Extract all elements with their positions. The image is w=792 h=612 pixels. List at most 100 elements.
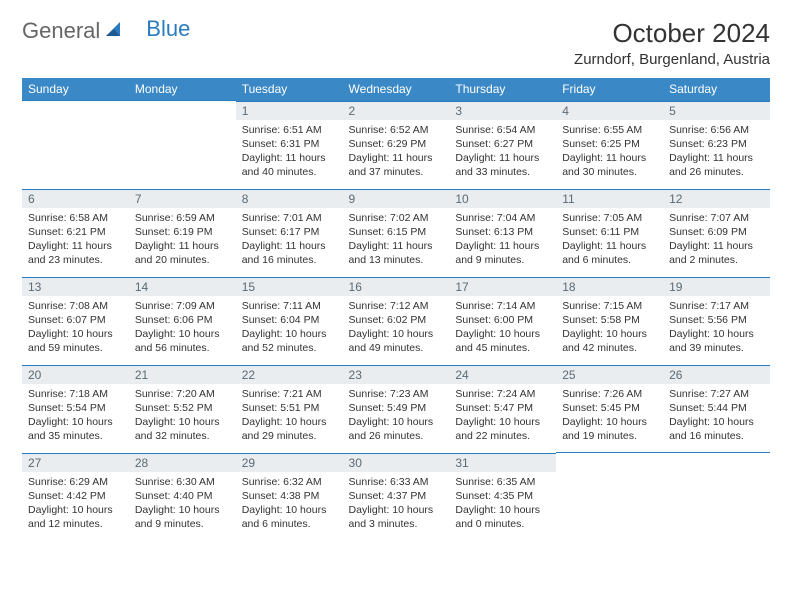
calendar-day-cell: 4Sunrise: 6:55 AMSunset: 6:25 PMDaylight… [556, 101, 663, 189]
day-details: Sunrise: 6:58 AMSunset: 6:21 PMDaylight:… [22, 208, 129, 274]
calendar-day-cell: 13Sunrise: 7:08 AMSunset: 6:07 PMDayligh… [22, 277, 129, 365]
calendar-day-cell: 18Sunrise: 7:15 AMSunset: 5:58 PMDayligh… [556, 277, 663, 365]
day-number: 17 [449, 277, 556, 296]
calendar-day-cell: 8Sunrise: 7:01 AMSunset: 6:17 PMDaylight… [236, 189, 343, 277]
calendar-day-cell: 19Sunrise: 7:17 AMSunset: 5:56 PMDayligh… [663, 277, 770, 365]
calendar-day-cell: 20Sunrise: 7:18 AMSunset: 5:54 PMDayligh… [22, 365, 129, 453]
weekday-header: Thursday [449, 78, 556, 101]
brand-logo: General Blue [22, 18, 190, 44]
day-details: Sunrise: 6:30 AMSunset: 4:40 PMDaylight:… [129, 472, 236, 538]
day-details: Sunrise: 7:24 AMSunset: 5:47 PMDaylight:… [449, 384, 556, 450]
day-number: 4 [556, 101, 663, 120]
day-number: 25 [556, 365, 663, 384]
weekday-header: Sunday [22, 78, 129, 101]
day-details: Sunrise: 7:20 AMSunset: 5:52 PMDaylight:… [129, 384, 236, 450]
calendar-day-cell: 27Sunrise: 6:29 AMSunset: 4:42 PMDayligh… [22, 453, 129, 541]
day-number: 20 [22, 365, 129, 384]
calendar-day-cell: 1Sunrise: 6:51 AMSunset: 6:31 PMDaylight… [236, 101, 343, 189]
calendar-day-cell: 30Sunrise: 6:33 AMSunset: 4:37 PMDayligh… [343, 453, 450, 541]
calendar-day-cell: 31Sunrise: 6:35 AMSunset: 4:35 PMDayligh… [449, 453, 556, 541]
sail-icon [104, 18, 124, 44]
day-details: Sunrise: 7:01 AMSunset: 6:17 PMDaylight:… [236, 208, 343, 274]
day-number: 10 [449, 189, 556, 208]
day-number: 3 [449, 101, 556, 120]
day-number: 28 [129, 453, 236, 472]
day-details: Sunrise: 6:56 AMSunset: 6:23 PMDaylight:… [663, 120, 770, 186]
day-number: 26 [663, 365, 770, 384]
day-details: Sunrise: 6:54 AMSunset: 6:27 PMDaylight:… [449, 120, 556, 186]
weekday-header: Tuesday [236, 78, 343, 101]
day-number: 18 [556, 277, 663, 296]
calendar-day-cell: 2Sunrise: 6:52 AMSunset: 6:29 PMDaylight… [343, 101, 450, 189]
day-number: 31 [449, 453, 556, 472]
day-number: 27 [22, 453, 129, 472]
location-text: Zurndorf, Burgenland, Austria [574, 51, 770, 68]
day-number: 11 [556, 189, 663, 208]
calendar-day-cell [22, 101, 129, 189]
calendar-week-row: 27Sunrise: 6:29 AMSunset: 4:42 PMDayligh… [22, 453, 770, 541]
calendar-day-cell: 14Sunrise: 7:09 AMSunset: 6:06 PMDayligh… [129, 277, 236, 365]
calendar-day-cell: 24Sunrise: 7:24 AMSunset: 5:47 PMDayligh… [449, 365, 556, 453]
day-details: Sunrise: 7:18 AMSunset: 5:54 PMDaylight:… [22, 384, 129, 450]
day-details: Sunrise: 7:02 AMSunset: 6:15 PMDaylight:… [343, 208, 450, 274]
day-details: Sunrise: 7:09 AMSunset: 6:06 PMDaylight:… [129, 296, 236, 362]
day-number: 30 [343, 453, 450, 472]
calendar-day-cell: 12Sunrise: 7:07 AMSunset: 6:09 PMDayligh… [663, 189, 770, 277]
day-number: 9 [343, 189, 450, 208]
calendar-day-cell: 22Sunrise: 7:21 AMSunset: 5:51 PMDayligh… [236, 365, 343, 453]
calendar-day-cell: 25Sunrise: 7:26 AMSunset: 5:45 PMDayligh… [556, 365, 663, 453]
weekday-header: Monday [129, 78, 236, 101]
day-details: Sunrise: 7:21 AMSunset: 5:51 PMDaylight:… [236, 384, 343, 450]
calendar-day-cell: 5Sunrise: 6:56 AMSunset: 6:23 PMDaylight… [663, 101, 770, 189]
weekday-header: Friday [556, 78, 663, 101]
day-number: 13 [22, 277, 129, 296]
calendar-day-cell: 9Sunrise: 7:02 AMSunset: 6:15 PMDaylight… [343, 189, 450, 277]
brand-part2: Blue [146, 16, 190, 42]
title-block: October 2024 Zurndorf, Burgenland, Austr… [574, 18, 770, 68]
day-number: 2 [343, 101, 450, 120]
day-details: Sunrise: 7:26 AMSunset: 5:45 PMDaylight:… [556, 384, 663, 450]
calendar-day-cell: 26Sunrise: 7:27 AMSunset: 5:44 PMDayligh… [663, 365, 770, 453]
calendar-day-cell: 17Sunrise: 7:14 AMSunset: 6:00 PMDayligh… [449, 277, 556, 365]
month-title: October 2024 [574, 18, 770, 49]
day-number: 14 [129, 277, 236, 296]
calendar-week-row: 13Sunrise: 7:08 AMSunset: 6:07 PMDayligh… [22, 277, 770, 365]
weekday-header-row: SundayMondayTuesdayWednesdayThursdayFrid… [22, 78, 770, 101]
day-number: 8 [236, 189, 343, 208]
day-details: Sunrise: 6:51 AMSunset: 6:31 PMDaylight:… [236, 120, 343, 186]
day-details: Sunrise: 6:29 AMSunset: 4:42 PMDaylight:… [22, 472, 129, 538]
day-number: 15 [236, 277, 343, 296]
day-number: 16 [343, 277, 450, 296]
calendar-body: 1Sunrise: 6:51 AMSunset: 6:31 PMDaylight… [22, 101, 770, 541]
calendar-day-cell: 3Sunrise: 6:54 AMSunset: 6:27 PMDaylight… [449, 101, 556, 189]
day-details: Sunrise: 7:04 AMSunset: 6:13 PMDaylight:… [449, 208, 556, 274]
day-number: 21 [129, 365, 236, 384]
calendar-day-cell: 6Sunrise: 6:58 AMSunset: 6:21 PMDaylight… [22, 189, 129, 277]
day-details: Sunrise: 6:32 AMSunset: 4:38 PMDaylight:… [236, 472, 343, 538]
day-number: 12 [663, 189, 770, 208]
calendar-day-cell: 10Sunrise: 7:04 AMSunset: 6:13 PMDayligh… [449, 189, 556, 277]
day-details: Sunrise: 7:11 AMSunset: 6:04 PMDaylight:… [236, 296, 343, 362]
calendar-day-cell: 16Sunrise: 7:12 AMSunset: 6:02 PMDayligh… [343, 277, 450, 365]
day-details: Sunrise: 7:17 AMSunset: 5:56 PMDaylight:… [663, 296, 770, 362]
brand-part1: General [22, 18, 100, 44]
weekday-header: Wednesday [343, 78, 450, 101]
day-details: Sunrise: 6:59 AMSunset: 6:19 PMDaylight:… [129, 208, 236, 274]
calendar-day-cell: 11Sunrise: 7:05 AMSunset: 6:11 PMDayligh… [556, 189, 663, 277]
calendar-day-cell: 7Sunrise: 6:59 AMSunset: 6:19 PMDaylight… [129, 189, 236, 277]
day-details: Sunrise: 6:33 AMSunset: 4:37 PMDaylight:… [343, 472, 450, 538]
calendar-day-cell: 28Sunrise: 6:30 AMSunset: 4:40 PMDayligh… [129, 453, 236, 541]
calendar-day-cell [663, 453, 770, 541]
day-details: Sunrise: 6:55 AMSunset: 6:25 PMDaylight:… [556, 120, 663, 186]
day-details: Sunrise: 7:05 AMSunset: 6:11 PMDaylight:… [556, 208, 663, 274]
calendar-day-cell: 15Sunrise: 7:11 AMSunset: 6:04 PMDayligh… [236, 277, 343, 365]
calendar-day-cell: 21Sunrise: 7:20 AMSunset: 5:52 PMDayligh… [129, 365, 236, 453]
calendar-day-cell [556, 453, 663, 541]
calendar-day-cell: 23Sunrise: 7:23 AMSunset: 5:49 PMDayligh… [343, 365, 450, 453]
calendar-table: SundayMondayTuesdayWednesdayThursdayFrid… [22, 78, 770, 541]
day-details: Sunrise: 7:14 AMSunset: 6:00 PMDaylight:… [449, 296, 556, 362]
day-number: 19 [663, 277, 770, 296]
day-number: 22 [236, 365, 343, 384]
day-details: Sunrise: 7:12 AMSunset: 6:02 PMDaylight:… [343, 296, 450, 362]
day-number: 5 [663, 101, 770, 120]
